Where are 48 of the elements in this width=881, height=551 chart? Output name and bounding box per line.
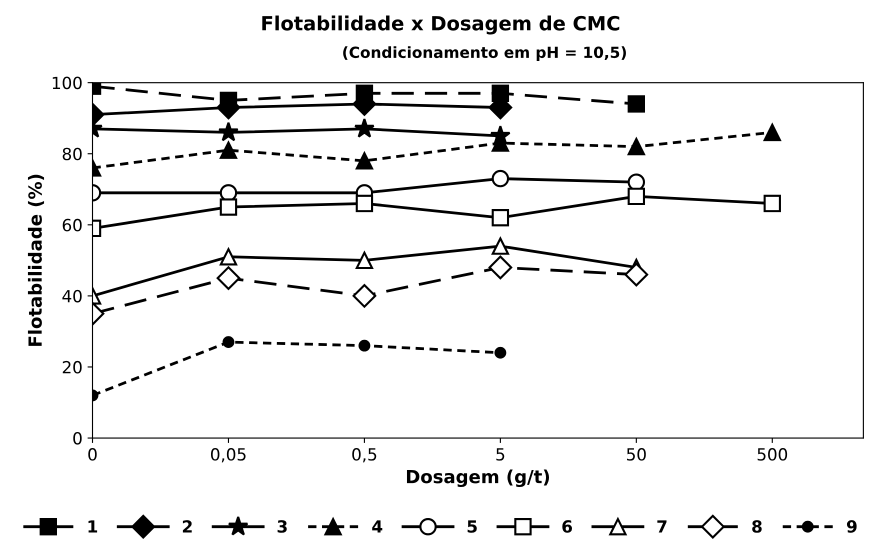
point (216, 266, 240, 290)
x-tick-label: 50 (627, 448, 646, 461)
legend-label: 6 (562, 520, 572, 533)
point (354, 118, 375, 138)
chart-subtitle: (Condicionamento em pH = 10,5) (343, 46, 626, 62)
y-axis-title: Flotabilidade (%) (28, 174, 44, 346)
point (764, 124, 781, 142)
point (356, 194, 374, 212)
chart-title: Flotabilidade x Dosagem de CMC (262, 16, 620, 34)
x-axis-title: Dosagem (g/t) (406, 469, 550, 488)
legend-label: 1 (88, 520, 98, 533)
y-tick-label: 0 (73, 432, 82, 445)
point (220, 141, 238, 159)
point (220, 198, 238, 216)
point (356, 252, 374, 270)
x-tick-label: 0 (88, 448, 97, 461)
legend-label: 2 (182, 520, 192, 533)
point (628, 188, 646, 206)
legend-label: 3 (278, 520, 287, 533)
point (358, 340, 370, 352)
y-tick-label: 60 (62, 218, 82, 232)
legend-label: 9 (846, 520, 857, 533)
point (220, 248, 238, 266)
legend-label: 8 (752, 520, 762, 533)
x-tick-label: 0,05 (211, 448, 246, 462)
point (356, 152, 374, 170)
legend-label: 4 (372, 520, 382, 533)
point (494, 346, 506, 359)
x-tick-label: 0,5 (352, 448, 376, 462)
y-tick-label: 40 (62, 290, 82, 302)
point (352, 284, 376, 308)
point (628, 138, 646, 156)
point (218, 122, 239, 142)
point (222, 336, 234, 348)
point (492, 237, 510, 255)
point (492, 170, 510, 188)
legend-label: 7 (657, 520, 666, 533)
point (624, 262, 648, 286)
y-tick-label: 20 (62, 360, 82, 374)
y-tick-label: 80 (62, 148, 82, 160)
x-tick-label: 500 (758, 448, 788, 461)
point (488, 256, 512, 280)
y-tick-label: 100 (52, 76, 82, 90)
point (492, 209, 510, 226)
x-tick-label: 5 (496, 448, 504, 461)
point (628, 95, 646, 113)
legend-label: 5 (468, 520, 477, 533)
point (764, 194, 781, 212)
